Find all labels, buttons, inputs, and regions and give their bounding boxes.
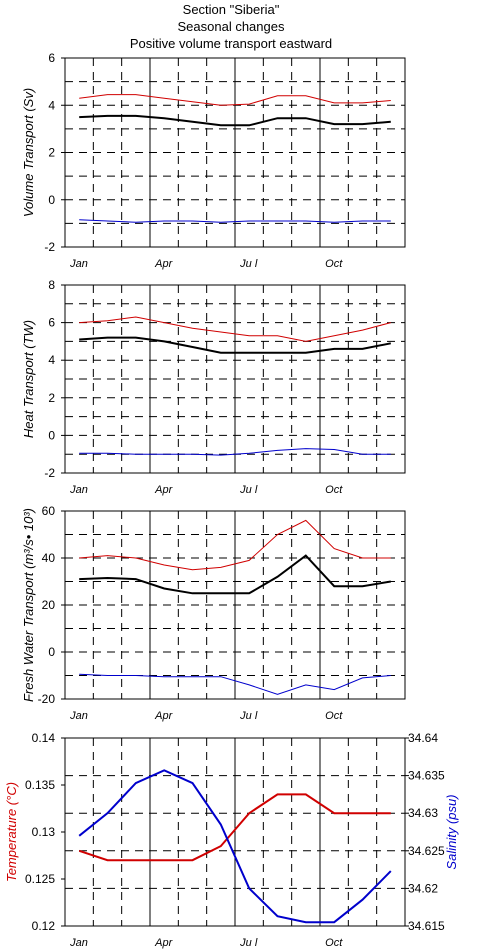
series-line-blue — [79, 448, 391, 456]
series-line-black — [79, 336, 391, 354]
x-tick-label: Jan — [69, 258, 88, 270]
panel-2: -2 0 2 4 6 8 Jan Apr Ju l Oct Heat Transport (TW) — [21, 278, 406, 496]
salinity-line — [78, 769, 392, 924]
x-tick-label: Jan — [69, 484, 88, 496]
y-tick-label: 4 — [48, 353, 55, 367]
y-tick-label: -20 — [38, 692, 56, 706]
plot-frame — [64, 284, 406, 474]
y-tick-label: 0 — [48, 428, 55, 442]
title-line-2: Seasonal changes — [178, 19, 285, 34]
y-tick-label: 0.12 — [32, 919, 56, 933]
y-axis-label: Temperature (°C) — [4, 782, 19, 882]
x-tick-label: Jan — [69, 937, 88, 949]
temperature-line — [78, 793, 391, 862]
title-line-1: Section "Siberia" — [183, 2, 280, 17]
x-tick-label: Jan — [69, 710, 88, 722]
y2-tick-label: 34.64 — [408, 731, 438, 745]
y-tick-label: -2 — [44, 240, 55, 254]
y-tick-label: 20 — [42, 598, 56, 612]
y2-tick-label: 34.615 — [408, 919, 445, 933]
title-line-3: Positive volume transport eastward — [130, 36, 332, 51]
x-tick-label: Apr — [154, 710, 173, 722]
panel-4: 0.12 0.125 0.13 0.135 0.14 Jan Apr Ju l Oct Tempe… — [4, 731, 459, 949]
x-tick-label: Ju l — [239, 484, 258, 496]
y-tick-label: 2 — [48, 146, 55, 160]
y2-tick-label: 34.635 — [408, 769, 445, 783]
y-tick-label: 0.135 — [25, 778, 55, 792]
y-tick-label: 2 — [48, 391, 55, 405]
y2-tick-label: 34.63 — [408, 806, 438, 820]
x-tick-label: Oct — [325, 258, 343, 270]
x-tick-label: Oct — [325, 484, 343, 496]
y-tick-label: 0.125 — [25, 872, 55, 886]
y2-tick-label: 34.62 — [408, 881, 438, 895]
y-tick-label: 0.14 — [32, 731, 56, 745]
y-tick-label: 0 — [48, 193, 55, 207]
x-tick-label: Oct — [325, 710, 343, 722]
series-line-red — [79, 94, 391, 106]
y-tick-label: 6 — [48, 316, 55, 330]
series-line-blue — [79, 673, 391, 695]
x-tick-label: Apr — [154, 258, 173, 270]
y-tick-label: 4 — [48, 98, 55, 112]
y2-axis-label: Salinity (psu) — [444, 794, 459, 869]
y-tick-label: 40 — [42, 551, 56, 565]
series-line-red — [79, 519, 391, 571]
series-line-blue — [79, 219, 391, 223]
panel-1: -2 0 2 4 6 Jan Apr Ju l Oct Volume Transport (Sv) — [21, 51, 406, 270]
y2-tick-label: 34.625 — [408, 844, 445, 858]
x-tick-label: Ju l — [239, 710, 258, 722]
y-tick-label: 6 — [48, 51, 55, 65]
x-tick-label: Apr — [154, 937, 173, 949]
series-line-black — [79, 114, 391, 127]
y-axis-label: Volume Transport (Sv) — [21, 88, 36, 217]
panel-3: -20 0 20 40 60 Jan Apr Ju l Oct Fresh Water Trans… — [21, 504, 406, 722]
series-line-red — [79, 316, 391, 342]
x-tick-label: Apr — [154, 484, 173, 496]
y-tick-label: -2 — [44, 466, 55, 480]
x-tick-label: Oct — [325, 937, 343, 949]
y-tick-label: 60 — [42, 504, 56, 518]
y-tick-label: 0 — [48, 645, 55, 659]
y-axis-label: Heat Transport (TW) — [21, 320, 36, 438]
y-tick-label: 8 — [48, 278, 55, 292]
y-axis-label: Fresh Water Transport (m³/s• 10³) — [21, 508, 36, 702]
x-tick-label: Ju l — [239, 937, 258, 949]
y-tick-label: 0.13 — [32, 825, 56, 839]
series-line-black — [79, 554, 391, 595]
x-tick-label: Ju l — [239, 258, 258, 270]
